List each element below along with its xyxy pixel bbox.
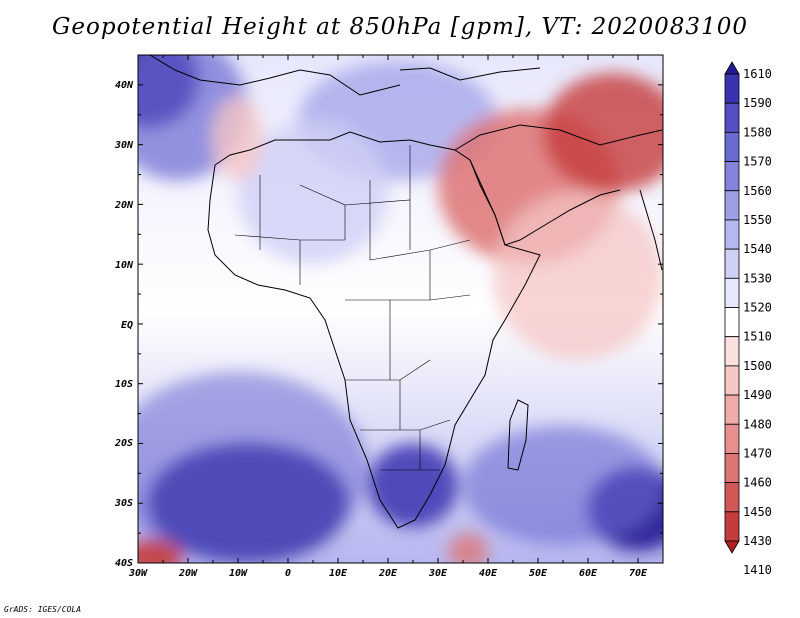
lon-label: 70E bbox=[629, 568, 648, 579]
colorbar-label: 1450 bbox=[743, 505, 772, 519]
colorbar-label: 1580 bbox=[743, 125, 772, 139]
field-blob-south-atlantic-ridge bbox=[138, 371, 368, 563]
lat-label: 40N bbox=[115, 80, 134, 91]
colorbar-swatch bbox=[724, 336, 740, 367]
colorbar-swatch bbox=[724, 73, 740, 104]
colorbar-label: 1540 bbox=[743, 242, 772, 256]
field-blob-sahara-light bbox=[238, 120, 388, 265]
colorbar-swatch bbox=[724, 307, 740, 338]
colorbar-label: 1510 bbox=[743, 330, 772, 344]
colorbar-swatch bbox=[724, 365, 740, 396]
lat-label: EQ bbox=[121, 320, 133, 331]
colorbar-swatch bbox=[724, 61, 740, 75]
lon-label: 30W bbox=[128, 568, 148, 579]
colorbar-label: 1480 bbox=[743, 417, 772, 431]
colorbar-swatch bbox=[724, 102, 740, 133]
lat-label: 30N bbox=[114, 140, 134, 151]
colorbar-label: 1560 bbox=[743, 184, 772, 198]
colorbar-swatch bbox=[724, 277, 740, 308]
colorbar-swatch bbox=[724, 394, 740, 425]
field-blob-mascarene-ridge bbox=[463, 425, 663, 546]
field-blob-iran-low bbox=[543, 72, 663, 193]
colorbar-swatch bbox=[724, 540, 740, 554]
lat-label: 20N bbox=[114, 200, 134, 211]
lon-label: 50E bbox=[529, 568, 548, 579]
colorbar-label: 1530 bbox=[743, 271, 772, 285]
colorbar-label: 1430 bbox=[743, 534, 772, 548]
colorbar-swatch bbox=[724, 482, 740, 513]
lat-label: 10S bbox=[115, 379, 133, 390]
lon-label: 20W bbox=[178, 568, 198, 579]
colorbar-label: 1520 bbox=[743, 301, 772, 315]
lon-axis: 30W 20W 10W 0 10E 20E 30E 40E 50E 60E 70… bbox=[128, 568, 648, 579]
field-blob-south-africa-high bbox=[368, 443, 458, 528]
colorbar-label: 1610 bbox=[743, 67, 772, 81]
colorbar-swatch bbox=[724, 219, 740, 250]
colorbar-label: 1590 bbox=[743, 96, 772, 110]
axis-ticks bbox=[137, 54, 663, 564]
credit-text: GrADS: IGES/COLA bbox=[4, 605, 82, 614]
colorbar-label: 1490 bbox=[743, 388, 772, 402]
plot-frame bbox=[137, 54, 664, 564]
colorbar-swatch bbox=[724, 161, 740, 192]
field-blob-southern-trough-sw bbox=[138, 539, 183, 563]
lat-label: 30S bbox=[114, 498, 133, 509]
height-field bbox=[138, 55, 663, 563]
lat-axis: 40N 30N 20N 10N EQ 10S 20S 30S 40S bbox=[114, 80, 134, 569]
lon-label: 60E bbox=[579, 568, 598, 579]
colorbar: 1610 1590 1580 1570 1560 1550 1540 1530 1520 1510… bbox=[724, 61, 772, 577]
lon-label: 10W bbox=[229, 568, 248, 579]
colorbar-label: 1460 bbox=[743, 476, 772, 490]
colorbar-label: 1500 bbox=[743, 359, 772, 373]
map-title: Geopotential Height at 850hPa [gpm], VT:… bbox=[52, 14, 748, 40]
field-blob-southern-trough-s bbox=[448, 533, 488, 563]
colorbar-swatch bbox=[724, 453, 740, 484]
colorbar-label: 1410 bbox=[743, 563, 772, 577]
colorbar-label: 1550 bbox=[743, 213, 772, 227]
colorbar-swatch bbox=[724, 511, 740, 542]
lon-label: 40E bbox=[479, 568, 498, 579]
lon-label: 10E bbox=[329, 568, 348, 579]
field-blob-indian-ocean-red bbox=[493, 192, 663, 360]
lat-label: 40S bbox=[115, 558, 133, 569]
colorbar-label: 1470 bbox=[743, 446, 772, 460]
lat-label: 10N bbox=[115, 260, 134, 271]
lon-label: 0 bbox=[285, 568, 291, 579]
colorbar-label: 1570 bbox=[743, 155, 772, 169]
colorbar-swatch bbox=[724, 248, 740, 279]
coastlines bbox=[149, 55, 663, 529]
colorbar-swatch bbox=[724, 423, 740, 454]
lat-label: 20S bbox=[114, 438, 133, 449]
borders bbox=[234, 145, 471, 471]
field-blob-iberia-warm bbox=[213, 96, 263, 181]
lon-label: 20E bbox=[378, 568, 398, 579]
colorbar-swatch bbox=[724, 131, 740, 162]
colorbar-swatch bbox=[724, 190, 740, 221]
lon-label: 30E bbox=[428, 568, 448, 579]
